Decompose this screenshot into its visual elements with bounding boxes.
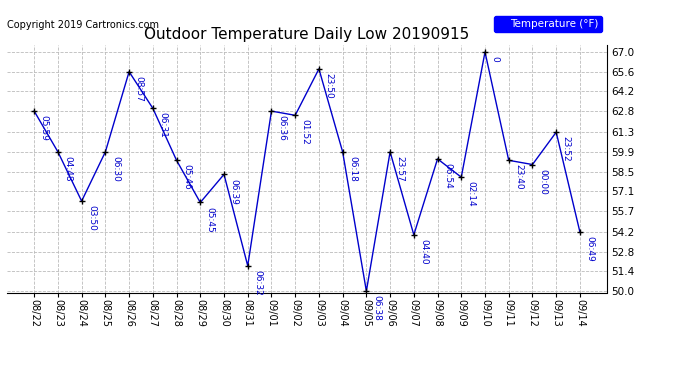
Text: 04:40: 04:40	[420, 239, 428, 265]
Text: 05:45: 05:45	[206, 207, 215, 232]
Text: 00:00: 00:00	[538, 169, 547, 195]
Text: 05:46: 05:46	[182, 165, 191, 190]
Text: 06:32: 06:32	[253, 270, 262, 296]
Title: Outdoor Temperature Daily Low 20190915: Outdoor Temperature Daily Low 20190915	[144, 27, 470, 42]
Text: 0: 0	[491, 56, 500, 62]
Text: 06:18: 06:18	[348, 156, 357, 182]
Text: 06:36: 06:36	[277, 115, 286, 141]
Text: Copyright 2019 Cartronics.com: Copyright 2019 Cartronics.com	[7, 20, 159, 30]
Text: 06:54: 06:54	[443, 163, 452, 189]
Text: 05:59: 05:59	[40, 115, 49, 141]
Text: 23:57: 23:57	[395, 156, 404, 182]
Text: 08:57: 08:57	[135, 76, 144, 102]
Text: 23:52: 23:52	[562, 136, 571, 162]
Text: 03:50: 03:50	[87, 205, 96, 231]
Text: 01:52: 01:52	[301, 120, 310, 145]
Text: 06:30: 06:30	[111, 156, 120, 182]
Text: 06:39: 06:39	[230, 178, 239, 204]
Text: 23:40: 23:40	[514, 165, 523, 190]
Text: 06:49: 06:49	[586, 236, 595, 262]
Text: 02:14: 02:14	[467, 182, 476, 207]
Text: 06:38: 06:38	[372, 295, 381, 321]
Text: 23:50: 23:50	[324, 73, 333, 99]
Text: 04:48: 04:48	[63, 156, 72, 182]
Legend: Temperature (°F): Temperature (°F)	[494, 15, 602, 32]
Text: 06:31: 06:31	[159, 112, 168, 138]
